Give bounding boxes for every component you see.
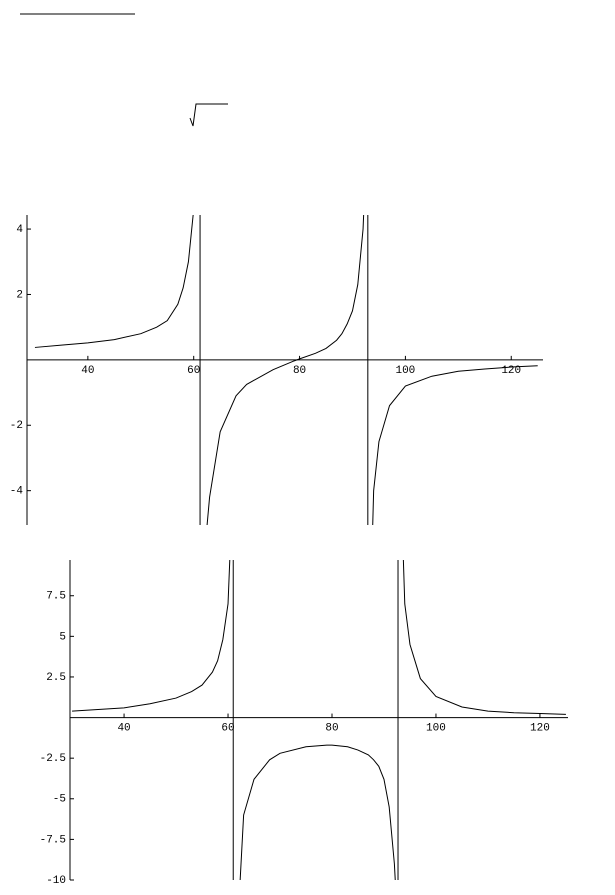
plot-area: [72, 560, 566, 880]
y-tick-label: 5: [59, 631, 66, 643]
x-tick-label: 80: [325, 722, 338, 734]
y-tick-label: -7.5: [40, 834, 66, 846]
curve: [72, 560, 566, 880]
plot-area: [34, 215, 538, 525]
radical-sign: [189, 103, 228, 127]
y-tick-label: -2: [10, 420, 23, 432]
x-tick-label: 40: [117, 722, 130, 734]
y-tick-label: 2: [16, 289, 23, 301]
y-tick-label: -10: [46, 875, 66, 887]
x-tick-label: 80: [293, 365, 306, 377]
chart: 40 60 80 100 120-4-224: [10, 215, 543, 525]
x-tick-label: 60: [187, 365, 200, 377]
y-tick-label: 7.5: [46, 591, 66, 603]
y-tick-label: 4: [16, 224, 23, 236]
y-tick-label: -4: [10, 486, 24, 498]
y-tick-label: -2.5: [40, 753, 66, 765]
x-tick-label: 120: [530, 722, 550, 734]
y-tick-label: -5: [53, 794, 66, 806]
x-tick-label: 100: [395, 365, 415, 377]
x-tick-label: 60: [221, 722, 234, 734]
curve: [34, 215, 538, 525]
chart: 40 60 80 100 120 -10 -7.5 -5 -2.5 2.5 5 7.5: [40, 560, 568, 887]
x-tick-label: 100: [426, 722, 446, 734]
y-tick-label: 2.5: [46, 672, 66, 684]
x-tick-label: 40: [81, 365, 94, 377]
